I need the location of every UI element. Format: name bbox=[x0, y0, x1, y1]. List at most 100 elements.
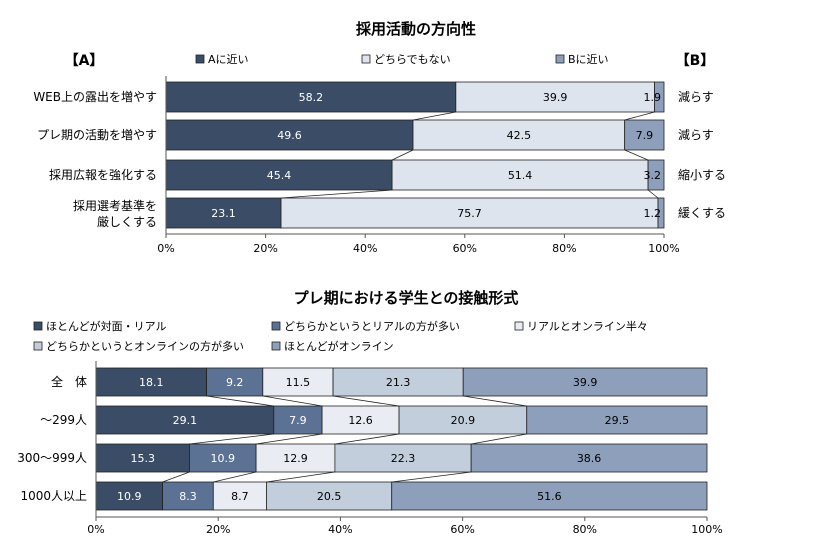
data-label: 22.3 bbox=[391, 452, 416, 465]
category-label: 採用広報を強化する bbox=[49, 168, 157, 182]
bar-segment bbox=[334, 443, 472, 473]
chart-title: 採用活動の方向性 bbox=[356, 20, 476, 38]
connector-line bbox=[647, 189, 659, 199]
bar-segment bbox=[398, 405, 528, 435]
data-label: 45.4 bbox=[267, 169, 292, 182]
data-label: 75.7 bbox=[457, 207, 482, 220]
category-label: 300～999人 bbox=[17, 451, 87, 465]
data-label: 21.3 bbox=[386, 376, 411, 389]
bar-segment bbox=[266, 481, 393, 511]
legend-swatch bbox=[33, 341, 43, 351]
x-tick-label: 20% bbox=[253, 242, 277, 255]
category-label: 採用選考基準を bbox=[73, 198, 157, 213]
legend-label: Bに近い bbox=[568, 53, 609, 66]
bar-segment bbox=[206, 367, 264, 397]
category-label: ～299人 bbox=[40, 413, 87, 427]
category-label: 厳しくする bbox=[97, 215, 157, 229]
data-label: 18.1 bbox=[139, 376, 164, 389]
data-label: 3.2 bbox=[644, 169, 662, 182]
bar-segment bbox=[647, 159, 665, 191]
data-label: 51.4 bbox=[508, 169, 533, 182]
connector-line bbox=[624, 111, 655, 121]
data-label: 38.6 bbox=[577, 452, 602, 465]
connector-line bbox=[624, 149, 649, 161]
legend-swatch bbox=[514, 321, 524, 331]
bar-segment bbox=[332, 367, 464, 397]
data-label: 7.9 bbox=[636, 129, 654, 142]
x-tick-label: 40% bbox=[328, 523, 352, 536]
bar-segment bbox=[165, 81, 457, 113]
data-label: 39.9 bbox=[543, 91, 568, 104]
data-label: 23.1 bbox=[211, 207, 236, 220]
connector-line bbox=[333, 395, 400, 407]
bar-segment bbox=[212, 481, 267, 511]
connector-line bbox=[391, 149, 414, 161]
bar-segment bbox=[391, 159, 649, 191]
data-label: 42.5 bbox=[507, 129, 532, 142]
data-label: 10.9 bbox=[211, 452, 236, 465]
legend-swatch bbox=[195, 54, 205, 64]
legend-label: Aに近い bbox=[208, 53, 249, 66]
bar-segment bbox=[321, 405, 400, 435]
connector-line bbox=[471, 433, 527, 445]
category-label: WEB上の露出を増やす bbox=[33, 90, 157, 104]
right-label: 減らす bbox=[678, 127, 714, 142]
data-label: 7.9 bbox=[289, 414, 307, 427]
data-label: 29.5 bbox=[605, 414, 630, 427]
data-label: 20.9 bbox=[451, 414, 476, 427]
bar-segment bbox=[95, 367, 207, 397]
x-tick-label: 100% bbox=[691, 523, 722, 536]
data-label: 15.3 bbox=[130, 452, 155, 465]
legend-label: ほとんどがオンライン bbox=[284, 339, 394, 353]
category-label: プレ期の活動を増やす bbox=[37, 128, 157, 142]
x-tick-label: 40% bbox=[353, 242, 377, 255]
connector-line bbox=[412, 111, 456, 121]
bar-segment bbox=[624, 119, 665, 151]
bar-segment bbox=[273, 405, 323, 435]
bar-segment bbox=[162, 481, 214, 511]
connector-line bbox=[206, 395, 274, 407]
connector-line bbox=[334, 433, 400, 445]
data-label: 1.9 bbox=[644, 91, 662, 104]
legend-label: ほとんどが対面・リアル bbox=[46, 319, 167, 333]
data-label: 12.6 bbox=[348, 414, 373, 427]
bar-segment bbox=[391, 481, 708, 511]
data-label: 58.2 bbox=[299, 91, 324, 104]
data-label: 1.2 bbox=[644, 207, 662, 220]
x-tick-label: 0% bbox=[87, 523, 104, 536]
connector-line bbox=[256, 433, 323, 445]
connector-line bbox=[266, 471, 335, 483]
right-label: 緩くする bbox=[678, 206, 726, 220]
bar-segment bbox=[654, 81, 665, 113]
left-header: 【A】 bbox=[65, 53, 104, 69]
x-tick-label: 60% bbox=[453, 242, 477, 255]
x-tick-label: 60% bbox=[450, 523, 474, 536]
data-label: 12.9 bbox=[283, 452, 308, 465]
category-label: 1000人以上 bbox=[20, 489, 87, 503]
bar-segment bbox=[657, 197, 665, 229]
bar-segment bbox=[455, 81, 655, 113]
connector-line bbox=[162, 471, 190, 483]
data-label: 10.9 bbox=[117, 490, 142, 503]
connector-line bbox=[213, 471, 257, 483]
bar-segment bbox=[462, 367, 708, 397]
right-header: 【B】 bbox=[676, 53, 715, 69]
data-label: 29.1 bbox=[173, 414, 198, 427]
bar-segment bbox=[470, 443, 708, 473]
bar-segment bbox=[95, 405, 275, 435]
data-label: 8.3 bbox=[179, 490, 197, 503]
x-tick-label: 0% bbox=[157, 242, 174, 255]
legend-swatch bbox=[271, 321, 281, 331]
legend-label: どちらかというとオンラインの方が多い bbox=[46, 339, 244, 353]
x-tick-label: 80% bbox=[573, 523, 597, 536]
data-label: 39.9 bbox=[573, 376, 598, 389]
legend-swatch bbox=[33, 321, 43, 331]
legend-swatch bbox=[361, 54, 371, 64]
bar-segment bbox=[526, 405, 708, 435]
connector-line bbox=[281, 189, 393, 199]
data-label: 9.2 bbox=[226, 376, 244, 389]
data-label: 8.7 bbox=[231, 490, 249, 503]
legend-swatch bbox=[555, 54, 565, 64]
bar-segment bbox=[95, 443, 190, 473]
